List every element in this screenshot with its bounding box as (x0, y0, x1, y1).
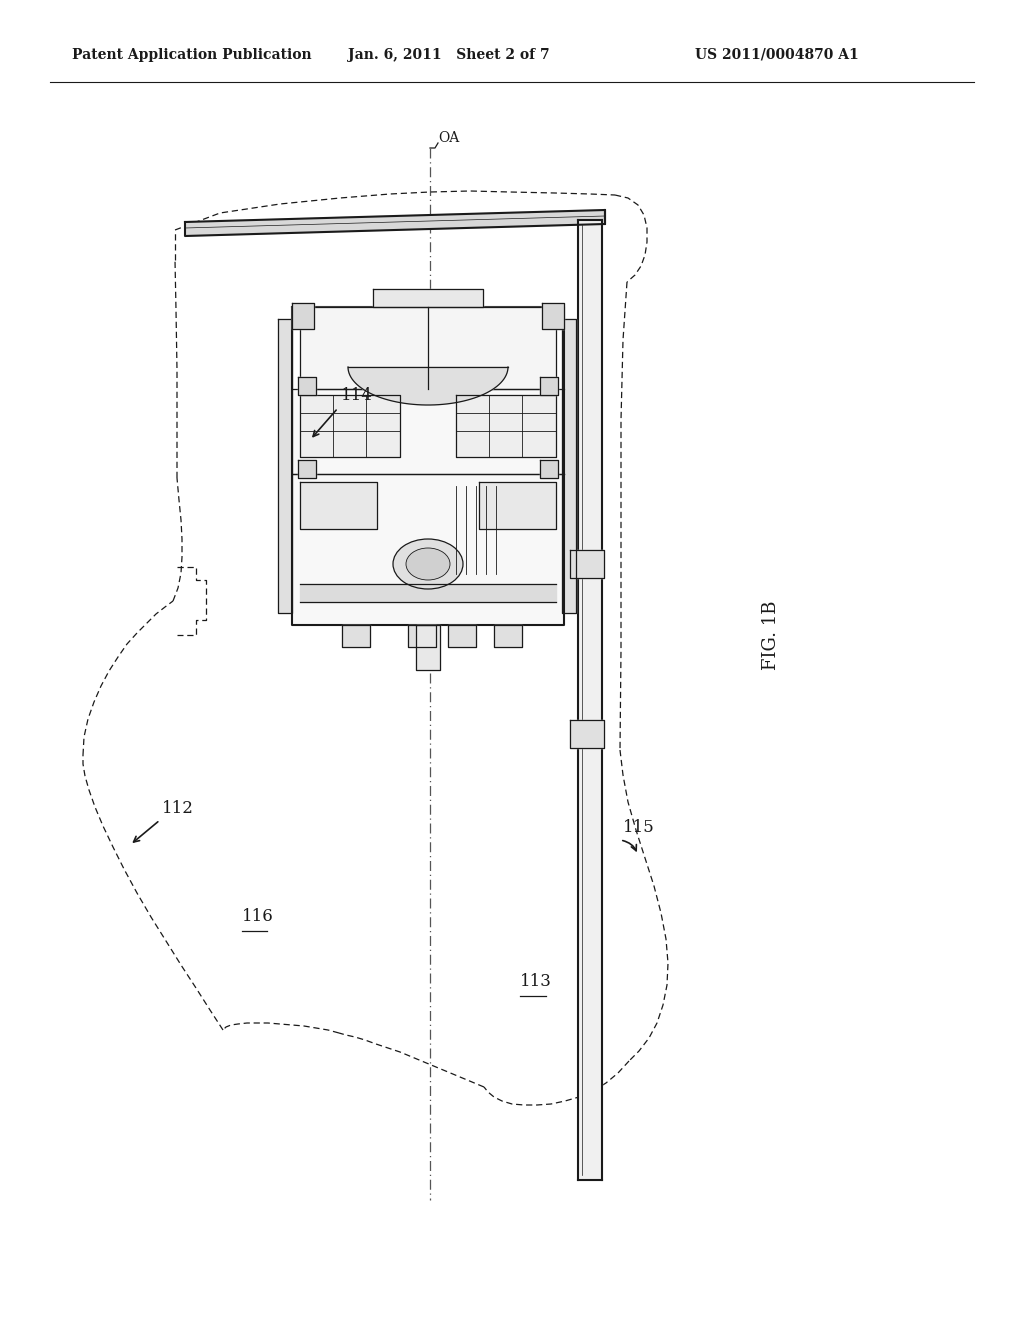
Polygon shape (570, 719, 604, 748)
Polygon shape (300, 482, 377, 529)
Text: 114: 114 (341, 387, 373, 404)
Text: Patent Application Publication: Patent Application Publication (72, 48, 311, 62)
Polygon shape (562, 319, 575, 612)
Polygon shape (300, 395, 400, 457)
Polygon shape (540, 378, 558, 395)
Polygon shape (479, 482, 556, 529)
Text: US 2011/0004870 A1: US 2011/0004870 A1 (695, 48, 859, 62)
Polygon shape (373, 289, 483, 308)
Polygon shape (278, 319, 292, 612)
Polygon shape (542, 304, 564, 329)
Polygon shape (449, 624, 476, 647)
Polygon shape (408, 624, 436, 647)
Polygon shape (540, 459, 558, 478)
Text: FIG. 1B: FIG. 1B (762, 601, 780, 669)
Polygon shape (300, 583, 556, 602)
Polygon shape (578, 220, 602, 1180)
Polygon shape (292, 389, 564, 474)
Polygon shape (570, 550, 604, 578)
Text: 112: 112 (162, 800, 194, 817)
Polygon shape (292, 304, 314, 329)
Polygon shape (300, 308, 556, 389)
Text: 113: 113 (520, 973, 552, 990)
Polygon shape (416, 624, 440, 671)
Polygon shape (456, 395, 556, 457)
Ellipse shape (406, 548, 450, 579)
Polygon shape (342, 624, 370, 647)
Text: Jan. 6, 2011   Sheet 2 of 7: Jan. 6, 2011 Sheet 2 of 7 (348, 48, 550, 62)
Polygon shape (185, 210, 605, 236)
Text: OA: OA (438, 131, 459, 145)
Polygon shape (298, 378, 316, 395)
Polygon shape (292, 474, 564, 624)
Polygon shape (348, 367, 508, 405)
Ellipse shape (393, 539, 463, 589)
Text: 116: 116 (242, 908, 273, 925)
Polygon shape (494, 624, 522, 647)
Text: 115: 115 (623, 818, 654, 836)
Polygon shape (298, 459, 316, 478)
Polygon shape (292, 308, 564, 624)
